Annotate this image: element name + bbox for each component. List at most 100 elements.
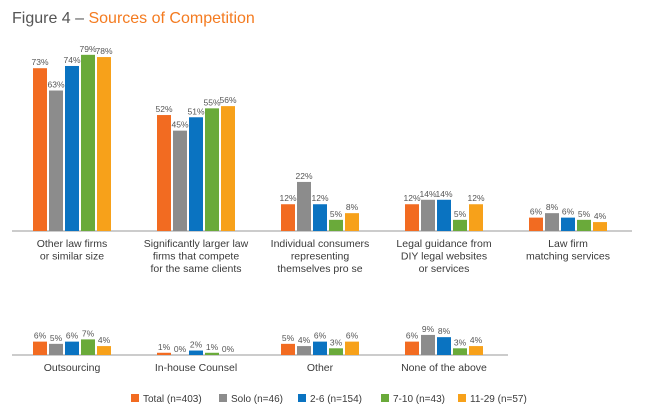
- bar: [65, 65, 79, 231]
- data-label: 7%: [82, 328, 95, 338]
- bar: [345, 341, 359, 355]
- figure-title-text: Sources of Competition: [88, 10, 254, 27]
- data-label: 12%: [403, 193, 420, 203]
- data-label: 6%: [66, 331, 79, 341]
- category-label: DIY legal websites: [401, 251, 487, 263]
- bar: [437, 199, 451, 231]
- data-label: 0%: [174, 344, 187, 354]
- bar: [205, 108, 219, 231]
- data-label: 45%: [171, 120, 188, 130]
- bar: [81, 339, 95, 355]
- category-label: Outsourcing: [44, 362, 101, 374]
- bar: [405, 341, 419, 355]
- data-label: 8%: [346, 202, 359, 212]
- data-label: 5%: [330, 209, 343, 219]
- data-label: 9%: [422, 324, 435, 334]
- legend-swatch: [381, 394, 389, 402]
- bar: [545, 213, 559, 231]
- data-label: 4%: [594, 211, 607, 221]
- bar: [33, 341, 47, 355]
- data-label: 6%: [562, 207, 575, 217]
- category-label: firms that compete: [153, 251, 240, 263]
- category-label: Law firm: [548, 238, 588, 250]
- data-label: 55%: [203, 97, 220, 107]
- legend-swatch: [298, 394, 306, 402]
- data-label: 0%: [222, 344, 235, 354]
- legend-item: 11-29 (n=57): [458, 394, 527, 405]
- bar-group: 12%22%12%5%8%Individual consumersreprese…: [271, 171, 370, 275]
- category-label: Legal guidance from: [396, 238, 491, 250]
- bar: [593, 222, 607, 231]
- bar-group: 5% 4% 6%3%6%Other: [281, 331, 359, 374]
- bar: [297, 181, 311, 231]
- data-label: 6%: [530, 207, 543, 217]
- data-label: 6%: [314, 331, 327, 341]
- data-label: 73%: [31, 57, 48, 67]
- legend-item: 2-6 (n=154): [298, 394, 362, 405]
- data-label: 79%: [79, 44, 96, 54]
- bar: [329, 219, 343, 231]
- category-label: Other law firms: [37, 238, 108, 250]
- bar: [157, 352, 171, 355]
- legend-label: Total (n=403): [143, 394, 202, 405]
- legend-swatch: [458, 394, 466, 402]
- category-label: or similar size: [40, 251, 104, 263]
- bar-group: 1% 0% 2% 1% 0%In-house Counsel: [155, 340, 237, 374]
- bar: [81, 54, 95, 231]
- data-label: 6%: [346, 331, 359, 341]
- data-label: 78%: [95, 46, 112, 56]
- bar: [313, 341, 327, 355]
- data-label: 8%: [546, 202, 559, 212]
- figure-title: Figure 4 – Sources of Competition: [12, 10, 255, 27]
- bar: [329, 348, 343, 355]
- category-label: Individual consumers: [271, 238, 370, 250]
- data-label: 3%: [454, 337, 467, 347]
- bar: [33, 68, 47, 232]
- bar: [453, 219, 467, 231]
- bar: [297, 346, 311, 355]
- legend-label: 7-10 (n=43): [393, 394, 445, 405]
- bar: [469, 204, 483, 231]
- bar: [173, 130, 187, 231]
- data-label: 63%: [47, 80, 64, 90]
- bar: [437, 337, 451, 355]
- category-label: Other: [307, 362, 334, 374]
- data-label: 6%: [34, 331, 47, 341]
- bar: [561, 217, 575, 231]
- bar-group: 52%45%51%55%56%Significantly larger lawf…: [144, 95, 249, 275]
- data-label: 74%: [63, 55, 80, 65]
- data-label: 12%: [311, 193, 328, 203]
- legend-label: Solo (n=46): [231, 394, 283, 405]
- bar: [221, 106, 235, 231]
- bar: [205, 352, 219, 355]
- bar: [529, 217, 543, 231]
- bar-group: 6% 5% 6% 7%4%Outsourcing: [33, 328, 111, 374]
- bar: [97, 346, 111, 355]
- bar: [189, 117, 203, 231]
- bar: [453, 348, 467, 355]
- bar: [421, 199, 435, 231]
- data-label: 12%: [467, 193, 484, 203]
- data-label: 8%: [438, 326, 451, 336]
- bar: [65, 341, 79, 355]
- bar: [49, 343, 63, 355]
- data-label: 5%: [50, 333, 63, 343]
- category-label: representing: [291, 251, 350, 263]
- legend-swatch: [219, 394, 227, 402]
- legend-label: 2-6 (n=154): [310, 394, 362, 405]
- legend-item: 7-10 (n=43): [381, 394, 445, 405]
- bar: [281, 204, 295, 231]
- data-label: 3%: [330, 337, 343, 347]
- bar: [97, 57, 111, 232]
- data-label: 52%: [155, 104, 172, 114]
- data-label: 51%: [187, 106, 204, 116]
- data-label: 4%: [98, 335, 111, 345]
- legend-item: Total (n=403): [131, 394, 202, 405]
- bar: [421, 334, 435, 355]
- bar: [281, 343, 295, 355]
- legend-item: Solo (n=46): [219, 394, 283, 405]
- data-label: 5%: [282, 333, 295, 343]
